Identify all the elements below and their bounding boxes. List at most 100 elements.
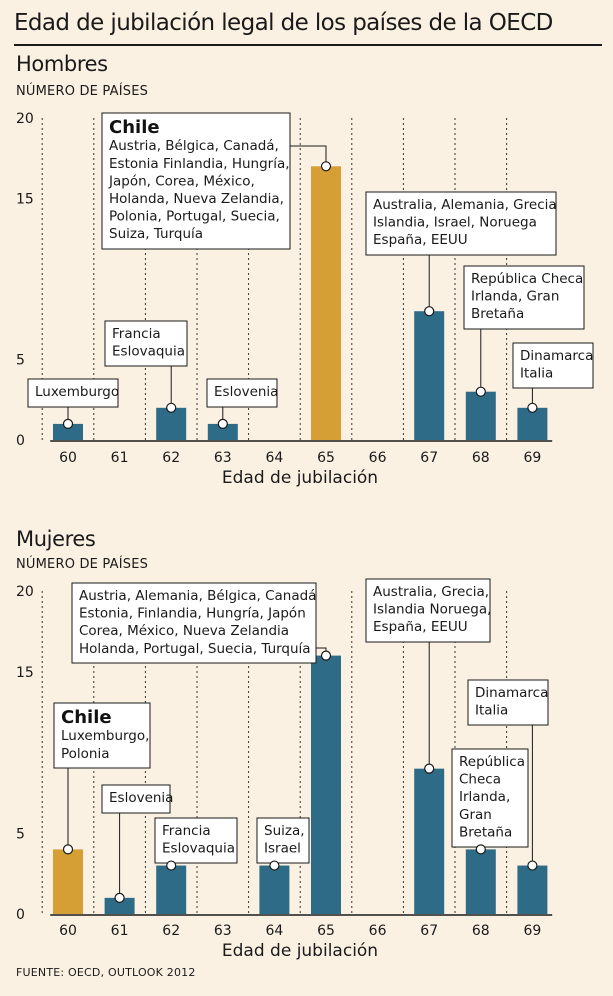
bar-marker: [217, 418, 228, 429]
callout-text: España, EEUU: [373, 232, 468, 248]
y-tick-label: 20: [16, 584, 34, 600]
callout-box: [451, 748, 529, 848]
callout-leader: [290, 145, 327, 167]
callout-box: [71, 582, 317, 664]
bar-marker: [166, 860, 177, 871]
bar-marker: [62, 418, 74, 429]
callout-text: Islandia, Israel, Noruega: [373, 215, 537, 231]
callout-text: Islandia Noruega,: [373, 602, 491, 618]
x-tick-label: 68: [472, 450, 490, 466]
callout-text: Irlanda, Gran: [471, 289, 559, 305]
callout-text: Australia, Grecia,: [373, 584, 489, 600]
bar-69: [517, 865, 548, 914]
bar-marker: [424, 306, 435, 317]
x-tick-label: 65: [317, 450, 335, 466]
x-axis-label: Edad de jubilación: [222, 941, 378, 961]
bar-marker: [424, 763, 435, 774]
callout-text: Irlanda,: [459, 789, 510, 805]
x-tick-label: 65: [317, 923, 335, 939]
callout-text: Eslovenia: [109, 790, 173, 806]
bar-63: [207, 423, 238, 440]
callout-box: [53, 702, 151, 769]
bar-62: [156, 865, 187, 914]
callout-text: Austria, Bélgica, Canadá,: [109, 138, 279, 154]
bar-marker: [475, 386, 486, 397]
y-tick-label: 20: [16, 111, 34, 127]
y-tick-label: 0: [16, 433, 25, 449]
bar-62: [156, 407, 187, 440]
callout-box: [206, 378, 278, 408]
bar-60: [53, 849, 83, 914]
ylabel-mujeres: NÚMERO DE PAÍSES: [16, 557, 149, 572]
title-rule: [14, 44, 602, 46]
callout-text: Bretaña: [471, 306, 524, 322]
callout-text: Eslovenia: [214, 384, 278, 400]
chart-title-mujeres: Mujeres: [16, 527, 96, 551]
callout-box: [365, 191, 557, 256]
bar-67: [414, 311, 445, 440]
x-tick-label: 62: [162, 923, 180, 939]
bar-68: [465, 391, 496, 440]
bar-marker: [166, 402, 177, 413]
bar-marker: [527, 402, 538, 413]
x-tick-label: 60: [59, 923, 77, 939]
x-tick-label: 61: [111, 450, 129, 466]
callout-text: Dinamarca: [475, 685, 548, 701]
callout-text: República: [459, 754, 525, 770]
x-tick-label: 67: [420, 923, 438, 939]
chart-1: 20 15 5 0 60 61 62 63 64 65 66 67 68 69 Edad de jubila…: [16, 578, 553, 961]
callout-text: Gran: [459, 807, 492, 823]
x-tick-label: 62: [162, 450, 180, 466]
callout-text: Israel: [264, 841, 301, 857]
callout-box: [101, 784, 171, 814]
callout-text: Suiza, Turquía: [109, 226, 203, 242]
x-tick-label: 60: [59, 450, 77, 466]
bar-65: [311, 655, 341, 914]
callout-box: [101, 112, 291, 250]
callout-text: Holanda, Nueva Zelandia,: [109, 191, 284, 207]
x-tick-label: 68: [472, 923, 490, 939]
callout-text: Francia: [112, 326, 161, 342]
x-tick-label: 66: [369, 450, 387, 466]
bar-69: [517, 407, 548, 440]
bar-marker: [114, 892, 125, 903]
y-tick-label: 0: [16, 907, 25, 923]
callout-text: Luxemburgo: [35, 384, 119, 400]
bar-marker: [269, 860, 280, 871]
x-tick-label: 67: [420, 450, 438, 466]
callout-text: Francia: [162, 823, 211, 839]
callout-bold: Chile: [109, 117, 160, 138]
callout-text: Dinamarca: [520, 348, 593, 364]
bar-61: [104, 897, 135, 914]
y-tick-label: 5: [16, 826, 25, 842]
callout-box: [467, 679, 549, 726]
bar-marker: [475, 844, 486, 855]
chart-title-hombres: Hombres: [16, 52, 108, 76]
callout-text: Corea, México, Nueva Zelandia: [79, 623, 289, 639]
y-tick-label: 5: [16, 353, 25, 369]
callout-text: Bretaña: [459, 824, 512, 840]
callout-text: Suiza,: [264, 823, 305, 839]
callout-box: [27, 378, 119, 408]
x-tick-label: 64: [265, 450, 283, 466]
bar-68: [465, 849, 496, 914]
callout-text: Italia: [520, 366, 553, 382]
bar-64: [259, 865, 290, 914]
callout-text: Checa: [459, 772, 501, 788]
main-title: Edad de jubilación legal de los países d…: [14, 10, 553, 36]
callout-text: Italia: [475, 703, 508, 719]
callout-box: [512, 342, 594, 389]
bar-marker: [527, 860, 538, 871]
callout-text: Eslovaquia: [162, 841, 235, 857]
callout-text: Polonia: [61, 746, 110, 762]
x-tick-label: 66: [369, 923, 387, 939]
callout-box: [365, 578, 491, 643]
callout-text: España, EEUU: [373, 619, 468, 635]
x-tick-label: 69: [523, 923, 541, 939]
bar-marker: [320, 650, 332, 661]
callout-text: Estonia, Finlandia, Hungría, Japón: [79, 606, 306, 622]
callout-bold: Chile: [61, 707, 112, 728]
callout-box: [104, 320, 188, 367]
x-tick-label: 63: [214, 923, 232, 939]
